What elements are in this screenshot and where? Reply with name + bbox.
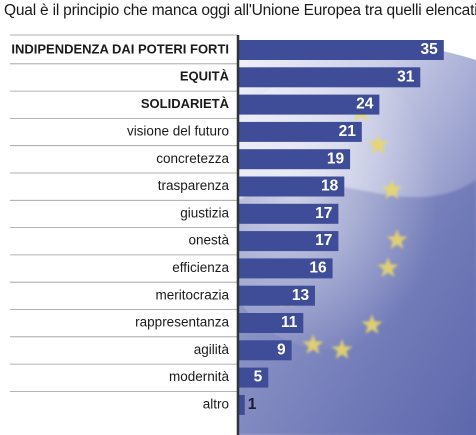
category-rows: INDIPENDENZA DAI POTERI FORTI 35 EQUITÀ 31 S… [10,34,444,415]
bar [239,149,351,170]
bar-value-label: 19 [327,150,345,167]
bar [239,94,380,115]
bar-value-label: 21 [339,123,357,140]
bar-value-label: 18 [321,178,339,195]
category-label: onestà [188,233,229,248]
flag-star-4 [386,229,408,249]
bar-value-label: 13 [292,287,310,304]
flag-star-3 [377,257,399,277]
bar [239,67,421,88]
bar [239,313,304,333]
category-label: meritocrazia [155,287,229,302]
bar-value-label: 5 [254,369,263,386]
category-label: concretezza [156,151,229,166]
category-label: rappresentanza [135,315,229,330]
bar [239,121,362,142]
bar [239,40,444,60]
bar-value-label: 35 [421,41,439,58]
bar-value-label: 9 [277,341,286,358]
category-label: efficienza [172,260,229,275]
bar-value-label: 31 [397,68,415,85]
bar [239,231,339,252]
bar [239,340,292,361]
bar-value-label: 24 [356,96,374,113]
bar-value-label: 1 [248,396,257,413]
category-label: INDIPENDENZA DAI POTERI FORTI [11,41,229,56]
bar [239,176,345,197]
category-label: agilità [194,342,230,357]
flag-star-6 [331,339,353,359]
flag-star-1 [367,134,389,154]
chart-title: Qual è il principio che manca oggi all'U… [4,2,476,19]
flag-star-2 [381,179,403,199]
category-label: visione del futuro [127,123,229,138]
category-label: SOLIDARIETÀ [141,96,230,111]
bar-value-label: 11 [281,314,298,331]
flag-star-7 [302,334,324,354]
bar [239,258,333,279]
category-label: giustizia [180,205,229,220]
bar-value-label: 17 [315,232,332,249]
flag-star-5 [361,314,383,334]
bar-value-label: 16 [309,259,327,276]
category-label: modernità [169,369,230,384]
bar [239,285,315,306]
category-label: EQUITÀ [180,69,230,84]
bar [239,394,245,415]
category-label: altro [203,396,229,411]
bar [239,367,269,388]
bar [239,203,339,224]
category-label: trasparenza [158,178,230,193]
bar-value-label: 17 [315,205,332,222]
